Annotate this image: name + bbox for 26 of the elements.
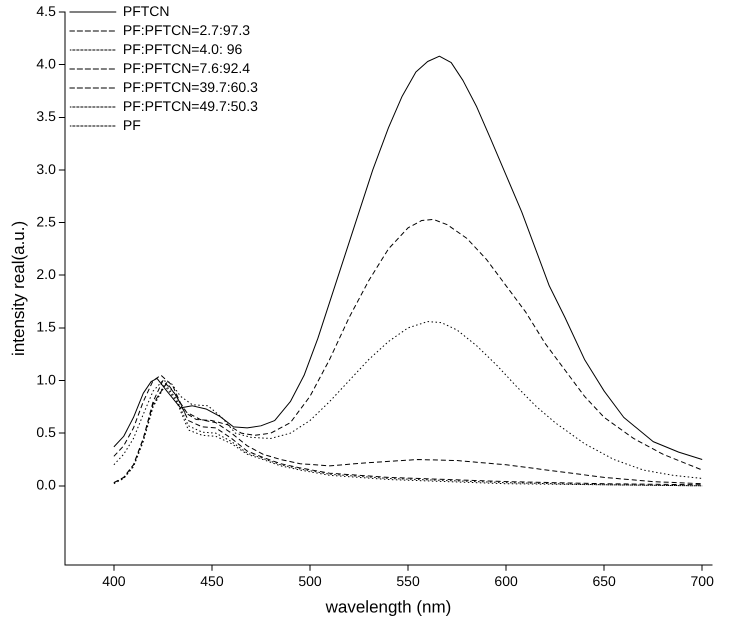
x-tick-label: 700 — [690, 573, 714, 590]
x-tick-label: 400 — [102, 573, 126, 590]
y-tick-label: 4.0 — [36, 56, 56, 72]
legend-label: PF:PFTCN=7.6:92.4 — [122, 60, 250, 76]
x-axis-title: wavelength (nm) — [324, 597, 452, 616]
y-tick-label: 2.5 — [36, 213, 56, 230]
y-tick-label: 2.0 — [36, 266, 56, 282]
x-tick-label: 450 — [200, 573, 224, 590]
x-tick-label: 650 — [592, 573, 616, 590]
y-tick-label: 3.5 — [36, 108, 56, 124]
y-tick-label: 4.5 — [36, 2, 56, 19]
legend-label: PF:PFTCN=49.7:50.3 — [122, 98, 258, 114]
x-tick-label: 500 — [298, 573, 322, 590]
legend-label: PF — [122, 116, 141, 133]
y-tick-label: 1.5 — [36, 318, 56, 335]
legend-label: PF:PFTCN=39.7:60.3 — [122, 78, 258, 95]
y-tick-label: 3.0 — [36, 160, 56, 177]
y-tick-label: 0.0 — [36, 476, 56, 493]
x-tick-label: 550 — [396, 573, 420, 590]
y-tick-label: 1.0 — [36, 371, 56, 388]
y-tick-label: 0.5 — [36, 424, 56, 440]
legend-label: PF:PFTCN=4.0: 96 — [122, 40, 243, 57]
legend-label: PF:PFTCN=2.7:97.3 — [122, 22, 250, 38]
legend-label: PFTCN — [122, 2, 170, 19]
x-tick-label: 600 — [494, 573, 518, 590]
y-axis-title: intensity real(a.u.) — [8, 220, 28, 356]
